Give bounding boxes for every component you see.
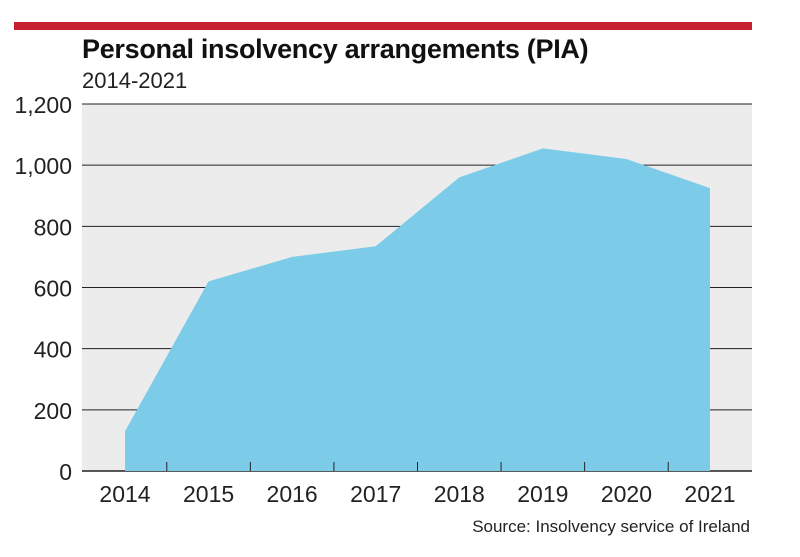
y-tick-label: 1,000 (14, 153, 72, 179)
x-axis-tick-labels: 2014 2015 2016 2017 2018 2019 2020 2021 (99, 481, 735, 507)
y-tick-label: 0 (59, 459, 72, 485)
chart-subtitle: 2014-2021 (82, 68, 188, 93)
x-tick-label-2016: 2016 (267, 481, 318, 507)
x-axis-tick-marks (166, 462, 669, 471)
x-tick-label-2020: 2020 (601, 481, 652, 507)
area-series (125, 148, 710, 472)
y-tick-label: 800 (34, 214, 72, 240)
y-axis-tick-labels: 0 200 400 600 800 1,000 1,200 (14, 92, 72, 485)
y-tick-label: 600 (34, 276, 72, 302)
top-accent-rule (14, 22, 752, 30)
chart-title: Personal insolvency arrangements (PIA) (82, 34, 589, 64)
y-tick-label: 400 (34, 337, 72, 363)
y-tick-label: 1,200 (14, 92, 72, 118)
x-tick-label-2015: 2015 (183, 481, 234, 507)
x-tick-label-2014: 2014 (99, 481, 150, 507)
x-tick-label-2019: 2019 (517, 481, 568, 507)
x-tick-label-2018: 2018 (434, 481, 485, 507)
x-tick-label-2021: 2021 (684, 481, 735, 507)
source-note: Source: Insolvency service of Ireland (472, 517, 750, 536)
x-tick-label-2017: 2017 (350, 481, 401, 507)
y-tick-label: 200 (34, 398, 72, 424)
